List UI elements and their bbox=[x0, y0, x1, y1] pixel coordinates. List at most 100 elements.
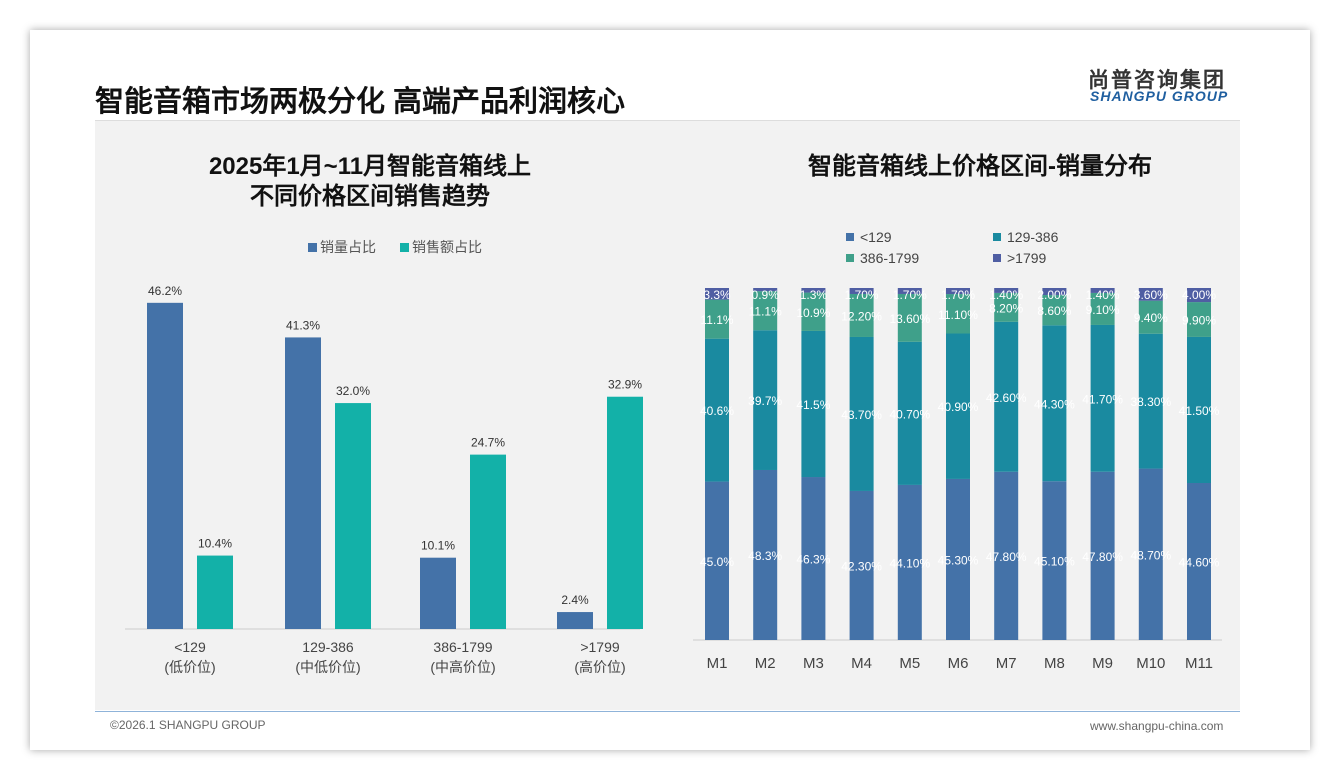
data-label: 1.70% bbox=[941, 288, 975, 302]
stacked-bar-segment bbox=[897, 341, 922, 485]
stacked-bar-segment bbox=[946, 478, 970, 640]
data-label: 12.20% bbox=[841, 309, 882, 323]
data-label: 3.3% bbox=[703, 288, 731, 302]
stacked-bar-segment bbox=[897, 288, 922, 294]
stacked-bar-segment bbox=[946, 294, 970, 334]
data-label: 46.2% bbox=[148, 284, 182, 298]
stacked-bar-segment bbox=[897, 293, 922, 342]
data-label: 40.70% bbox=[889, 407, 930, 421]
bar bbox=[335, 403, 371, 629]
stacked-bar-segment bbox=[849, 293, 874, 337]
x-tick-label: 386-1799 bbox=[433, 639, 492, 655]
logo-en: SHANGPU GROUP bbox=[1090, 88, 1229, 104]
data-label: 1.40% bbox=[1086, 288, 1120, 302]
x-tick-sublabel: (中高价位) bbox=[430, 659, 495, 675]
bar bbox=[285, 337, 321, 629]
title-line-1: 2025年1月~11月智能音箱线上 bbox=[208, 153, 532, 180]
x-tick-label: 129-386 bbox=[302, 639, 354, 655]
x-tick-label: M10 bbox=[1136, 655, 1165, 672]
stacked-bar-segment bbox=[801, 477, 826, 640]
x-tick-label: M5 bbox=[899, 655, 920, 672]
data-label: 45.10% bbox=[1034, 555, 1075, 569]
data-label: 11.1% bbox=[700, 313, 733, 327]
bar bbox=[470, 454, 506, 629]
stacked-bar-segment bbox=[705, 338, 729, 482]
stacked-bar-segment bbox=[801, 288, 826, 293]
stacked-bar-segment bbox=[1090, 471, 1115, 640]
stacked-bar-segment bbox=[801, 292, 826, 331]
data-label: 11.1% bbox=[749, 305, 782, 319]
legend-label: <129 bbox=[860, 229, 892, 245]
data-label: 2.4% bbox=[561, 593, 589, 607]
data-label: 41.3% bbox=[286, 318, 320, 332]
bar bbox=[420, 557, 456, 629]
data-label: 11.10% bbox=[938, 308, 978, 322]
data-label: 45.30% bbox=[938, 553, 979, 567]
bar bbox=[557, 612, 593, 629]
data-label: 24.7% bbox=[471, 436, 505, 450]
data-label: 10.9% bbox=[796, 306, 830, 320]
data-label: 48.70% bbox=[1130, 548, 1171, 562]
data-label: 0.9% bbox=[752, 288, 780, 302]
stacked-bar-segment bbox=[946, 333, 970, 479]
data-label: 8.60% bbox=[1037, 304, 1071, 318]
stacked-bar-segment bbox=[1090, 292, 1115, 325]
stacked-bar-segment bbox=[705, 299, 729, 339]
stacked-bar-segment bbox=[1138, 300, 1163, 334]
legend-swatch bbox=[846, 254, 854, 262]
data-label: 1.70% bbox=[893, 288, 927, 302]
stacked-bar-segment bbox=[753, 288, 778, 292]
data-label: 9.90% bbox=[1182, 314, 1216, 328]
data-label: 3.60% bbox=[1134, 288, 1168, 302]
left-chart-title: 2025年1月~11月智能音箱线上 不同价格区间销售趋势 bbox=[150, 152, 590, 212]
stacked-bar-segment bbox=[1042, 481, 1067, 640]
data-label: 41.70% bbox=[1082, 392, 1123, 406]
data-label: 41.5% bbox=[796, 398, 830, 412]
x-tick-sublabel: (高价位) bbox=[574, 659, 625, 675]
data-label: 39.7% bbox=[748, 394, 782, 408]
data-label: 47.80% bbox=[1082, 550, 1123, 564]
data-label: 40.6% bbox=[700, 404, 734, 418]
stacked-bar-segment bbox=[801, 330, 826, 478]
stacked-bar-segment bbox=[753, 291, 778, 331]
stacked-bar-segment bbox=[705, 288, 729, 300]
data-label: 40.90% bbox=[938, 400, 979, 414]
data-label: 32.0% bbox=[336, 384, 370, 398]
data-label: 2.00% bbox=[1037, 288, 1071, 302]
data-label: 45.0% bbox=[700, 555, 734, 569]
data-label: 44.60% bbox=[1179, 556, 1220, 570]
x-tick-label: M11 bbox=[1185, 655, 1213, 672]
data-label: 42.60% bbox=[986, 391, 1027, 405]
stacked-bar-segment bbox=[897, 484, 922, 640]
stacked-bar-segment bbox=[753, 469, 778, 640]
stacked-bar-segment bbox=[1138, 333, 1163, 469]
data-label: 32.9% bbox=[608, 378, 642, 392]
legend-swatch bbox=[308, 243, 317, 252]
stacked-bar-segment bbox=[1187, 336, 1211, 484]
data-label: 8.20% bbox=[989, 301, 1023, 315]
data-label: 1.40% bbox=[989, 288, 1023, 302]
stacked-bar-segment bbox=[1138, 468, 1163, 640]
x-tick-label: M9 bbox=[1092, 655, 1113, 672]
stacked-bar-segment bbox=[849, 288, 874, 294]
legend-label: 129-386 bbox=[1007, 229, 1059, 245]
bar bbox=[607, 396, 643, 629]
page-title: 智能音箱市场两极分化 高端产品利润核心 bbox=[95, 86, 626, 118]
stacked-bar-segment bbox=[994, 321, 1019, 472]
legend-swatch bbox=[846, 233, 854, 241]
data-label: 1.70% bbox=[845, 288, 879, 302]
x-tick-label: M8 bbox=[1044, 655, 1065, 672]
data-label: 9.10% bbox=[1086, 303, 1120, 317]
stacked-bar-segment bbox=[1187, 483, 1211, 640]
stacked-bar-segment bbox=[1042, 295, 1067, 326]
stacked-bar-segment bbox=[1090, 324, 1115, 472]
stacked-bar-segment bbox=[1090, 288, 1115, 293]
legend-swatch bbox=[993, 254, 1001, 262]
stacked-bar-segment bbox=[849, 336, 874, 491]
legend-label: 销量占比 bbox=[320, 239, 376, 255]
x-tick-label: M2 bbox=[755, 655, 776, 672]
legend-label: >1799 bbox=[1007, 250, 1047, 266]
stacked-bar-segment bbox=[1042, 325, 1067, 482]
stacked-bar-segment bbox=[1138, 288, 1163, 301]
